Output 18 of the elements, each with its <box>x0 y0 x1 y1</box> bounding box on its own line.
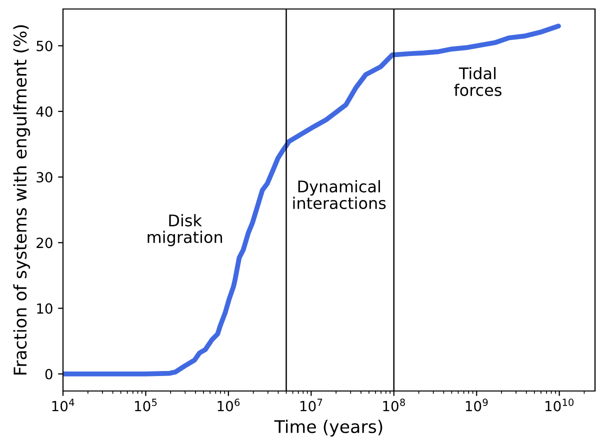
y-tick-label: 30 <box>36 172 52 182</box>
x-tick-label: 10$^{10}$ <box>545 398 574 412</box>
y-tick-label: 40 <box>36 106 52 117</box>
y-axis-title: Fraction of systems with engulfment (%) <box>13 25 30 374</box>
y-tick-label: 0 <box>45 368 52 380</box>
annotation: Tidal forces <box>454 67 502 96</box>
x-tick-label: 10$^{9}$ <box>466 398 488 412</box>
y-tick-label: 20 <box>36 238 52 248</box>
annotation: Dynamical interactions <box>293 180 386 210</box>
x-tick-label: 10$^{4}$ <box>52 398 74 412</box>
x-tick-label: 10$^{6}$ <box>218 398 240 412</box>
x-axis-title: Time (years) <box>274 420 382 437</box>
x-tick-label: 10$^{8}$ <box>383 398 405 412</box>
x-tick-label: 10$^{7}$ <box>300 398 322 412</box>
y-tick-label: 50 <box>36 40 52 52</box>
annotation: Disk migration <box>148 214 222 246</box>
x-tick-label: 10$^{5}$ <box>135 398 157 412</box>
y-tick-label: 10 <box>37 303 52 314</box>
